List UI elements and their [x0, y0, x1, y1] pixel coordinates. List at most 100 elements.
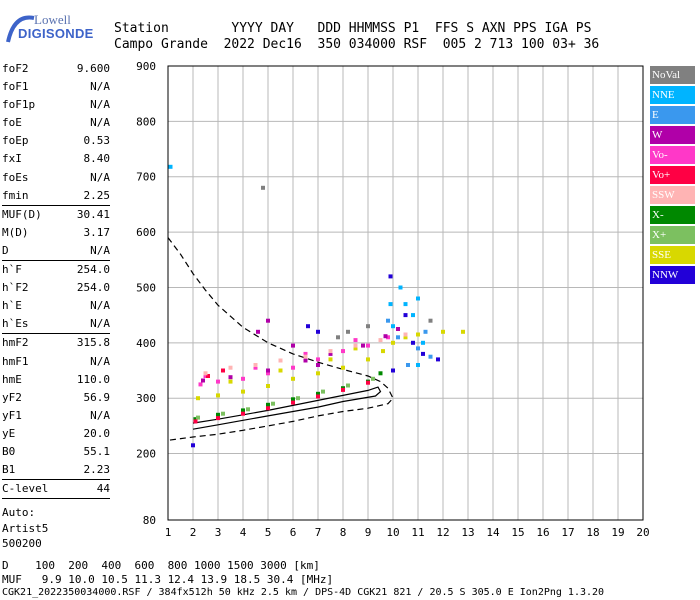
data-point [291, 343, 295, 348]
data-point [193, 417, 198, 422]
legend-item-e: E [650, 105, 695, 125]
data-point [361, 343, 365, 348]
data-point [246, 407, 250, 412]
x-tick-label: 14 [486, 526, 500, 539]
param-row-fof2: foF2 9.600 [2, 60, 110, 78]
data-point [371, 376, 375, 381]
param-label: foE [2, 116, 22, 130]
param-value: 2.23 [83, 463, 111, 477]
param-row-foe: foE N/A [2, 114, 110, 132]
data-point [383, 334, 388, 339]
param-row-d: D N/A [2, 242, 110, 262]
data-point [196, 415, 200, 420]
param-value: 55.1 [83, 444, 111, 458]
data-point [328, 357, 333, 362]
data-point [366, 357, 370, 362]
x-tick-label: 9 [365, 526, 372, 539]
data-point [168, 164, 173, 169]
plot-frame [167, 65, 644, 521]
data-point [261, 185, 265, 190]
param-value: 44 [96, 482, 110, 496]
x-tick-label: 4 [240, 526, 247, 539]
data-point [203, 371, 208, 376]
data-point [416, 332, 420, 337]
data-point [398, 285, 403, 290]
data-point [316, 391, 320, 396]
data-point [266, 406, 270, 411]
param-value: 110.0 [76, 372, 110, 386]
x-tick-label: 19 [611, 526, 624, 539]
x-tick-label: 18 [586, 526, 599, 539]
param-row-b0: B0 55.1 [2, 443, 110, 461]
data-point [416, 363, 420, 367]
legend-item-x: X- [650, 205, 695, 225]
data-point [316, 357, 320, 362]
data-point [198, 382, 203, 387]
legend-item-nnw: NNW [650, 265, 695, 285]
data-point [216, 379, 220, 384]
param-label: h`Es [2, 317, 29, 331]
data-point [203, 374, 208, 378]
param-label: fmin [2, 188, 29, 202]
x-tick-label: 16 [536, 526, 549, 539]
data-point [228, 375, 233, 380]
legend-item-vo: Vo+ [650, 165, 695, 185]
param-value: 20.0 [83, 426, 111, 440]
param-row-yf1: yF1 N/A [2, 407, 110, 425]
y-tick-label: 700 [136, 171, 156, 184]
param-value: N/A [90, 408, 110, 422]
data-point [266, 318, 270, 323]
footer-distance-row: D 100 200 400 600 800 1000 1500 3000 [km… [2, 559, 320, 572]
data-point [296, 396, 300, 401]
param-row-mufd: MUF(D) 30.41 [2, 206, 110, 224]
x-tick-label: 10 [386, 526, 399, 539]
param-value: 56.9 [83, 390, 111, 404]
data-point [328, 349, 333, 354]
param-row-b1: B1 2.23 [2, 461, 111, 481]
param-label: hmE [2, 372, 22, 386]
data-point [271, 401, 275, 406]
data-point [216, 393, 220, 398]
data-point [221, 411, 225, 416]
param-row-fmin: fmin 2.25 [2, 187, 110, 206]
data-point [341, 387, 345, 392]
data-point [303, 351, 308, 356]
data-point [228, 379, 233, 384]
legend-item-noval: NoVal [650, 66, 695, 85]
data-point [353, 346, 358, 351]
data-point [396, 335, 400, 340]
param-label: yE [2, 426, 16, 440]
param-row-hmf2: hmF2 315.8 [2, 334, 110, 352]
legend-item-nne: NNE [650, 85, 695, 105]
legend-item-w: W [650, 125, 695, 145]
param-value: 2.25 [83, 188, 111, 202]
param-label: D [2, 243, 9, 257]
data-point [421, 340, 425, 345]
data-point [378, 371, 383, 376]
auto-note-2: Artist5 [2, 521, 49, 535]
x-tick-label: 15 [511, 526, 524, 539]
data-point [403, 302, 408, 307]
data-point [341, 365, 345, 370]
data-point [266, 371, 270, 376]
x-tick-label: 8 [340, 526, 347, 539]
param-value: N/A [90, 317, 110, 331]
param-row-hf2: h`F2 254.0 [2, 279, 110, 297]
footer-file-info: CGK21_2022350034000.RSF / 384fx512h 50 k… [2, 587, 605, 598]
data-point [378, 338, 383, 343]
data-point [206, 374, 210, 378]
data-point [321, 389, 325, 394]
data-point [403, 335, 408, 340]
param-row-foep: foEp 0.53 [2, 132, 110, 150]
param-label: yF1 [2, 408, 22, 422]
profile-curve-dashed [167, 237, 394, 441]
data-point [241, 376, 245, 381]
legend-item-ssw: SSW [650, 185, 695, 205]
param-value: 3.17 [83, 225, 111, 239]
data-point [303, 354, 308, 359]
data-point [411, 313, 415, 318]
param-value: 30.41 [76, 207, 110, 221]
param-row-fxi: fxI 8.40 [2, 150, 110, 168]
data-point [291, 376, 295, 381]
data-point [241, 389, 245, 394]
